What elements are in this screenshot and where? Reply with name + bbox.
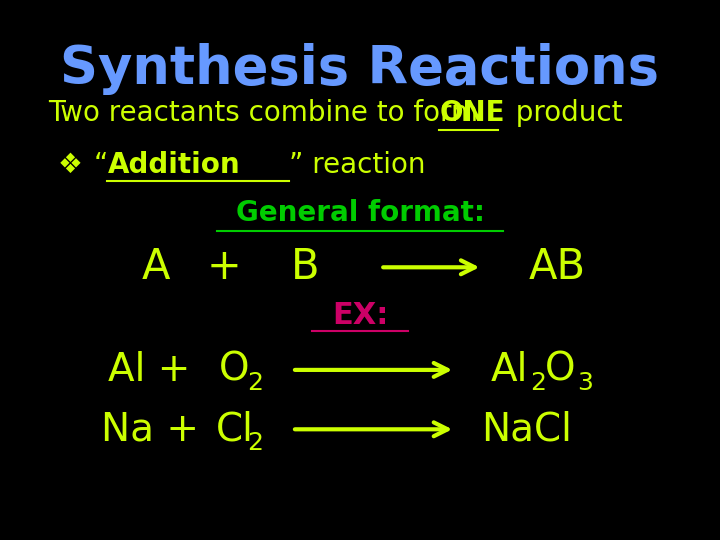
Text: “: “ bbox=[93, 151, 107, 179]
Text: Na +: Na + bbox=[101, 410, 199, 448]
Text: Al +: Al + bbox=[108, 351, 191, 389]
Text: Cl: Cl bbox=[215, 410, 253, 448]
Text: Synthesis Reactions: Synthesis Reactions bbox=[60, 43, 660, 95]
Text: +: + bbox=[207, 246, 242, 288]
Text: ❖: ❖ bbox=[58, 151, 83, 179]
Text: B: B bbox=[292, 246, 320, 288]
Text: NaCl: NaCl bbox=[481, 410, 572, 448]
Text: A: A bbox=[142, 246, 171, 288]
Text: AB: AB bbox=[528, 246, 585, 288]
Text: ONE: ONE bbox=[439, 99, 505, 127]
Text: EX:: EX: bbox=[332, 301, 388, 330]
Text: O: O bbox=[545, 351, 575, 389]
Text: General format:: General format: bbox=[235, 199, 485, 227]
Text: 2: 2 bbox=[530, 372, 546, 395]
Text: Two reactants combine to form: Two reactants combine to form bbox=[48, 99, 487, 127]
Text: 3: 3 bbox=[577, 372, 593, 395]
Text: 2: 2 bbox=[247, 372, 263, 395]
Text: Addition: Addition bbox=[107, 151, 240, 179]
Text: product: product bbox=[498, 99, 622, 127]
Text: ” reaction: ” reaction bbox=[289, 151, 426, 179]
Text: O: O bbox=[219, 351, 250, 389]
Text: Al: Al bbox=[491, 351, 528, 389]
Text: 2: 2 bbox=[247, 431, 263, 455]
